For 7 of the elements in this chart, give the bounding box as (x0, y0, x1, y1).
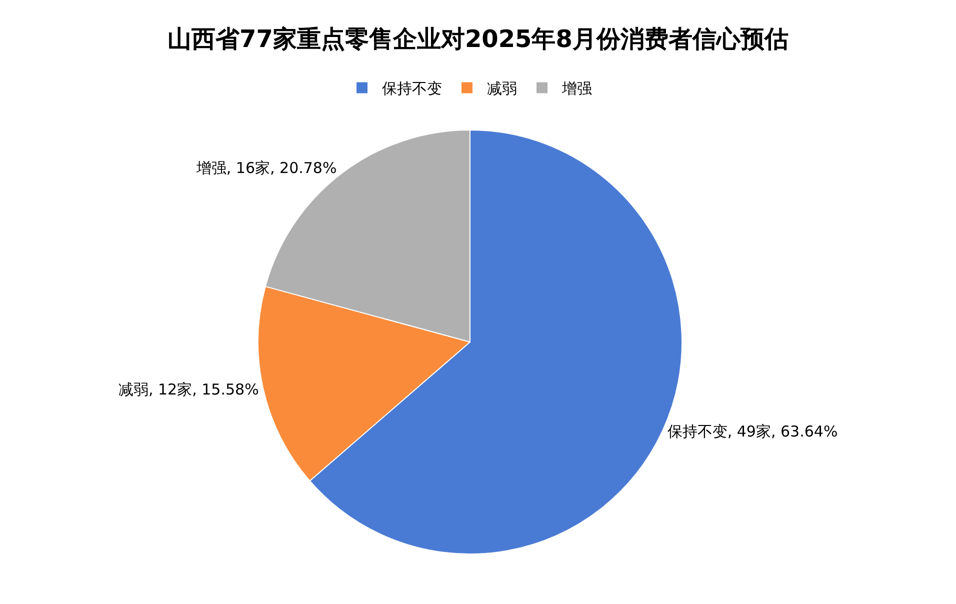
data-label: 增强, 16家, 20.78% (195, 158, 337, 177)
data-label: 减弱, 12家, 15.58% (118, 380, 259, 399)
legend-label: 增强 (561, 80, 592, 98)
chart-title: 山西省77家重点零售企业对2025年8月份消费者信心预估 (168, 25, 788, 53)
data-label: 保持不变, 49家, 63.64% (667, 422, 838, 441)
legend-label: 保持不变 (382, 80, 442, 98)
legend-label: 减弱 (487, 80, 517, 98)
